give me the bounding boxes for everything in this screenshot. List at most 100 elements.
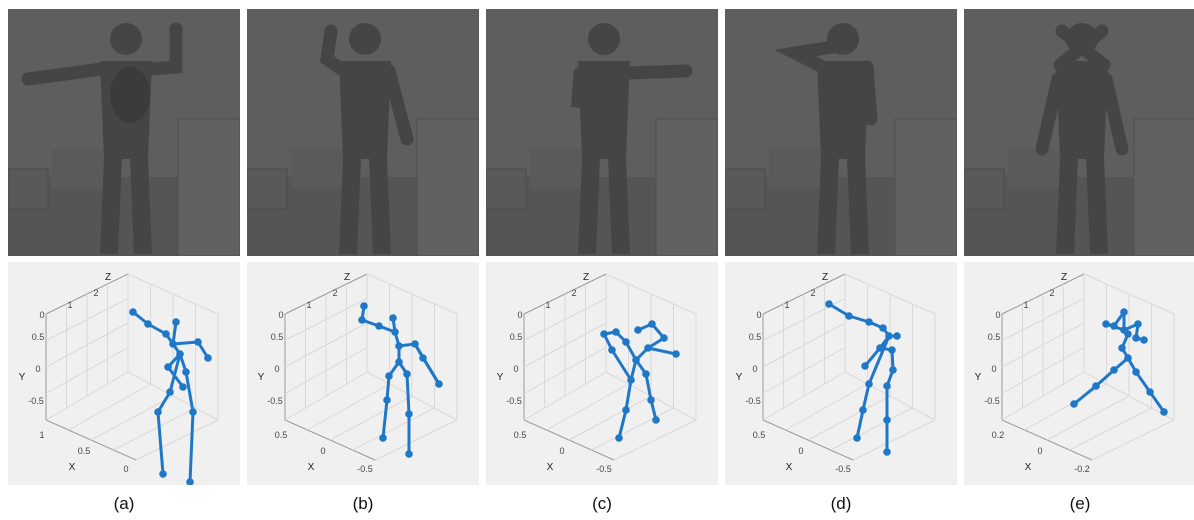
z-tick-label: 0 xyxy=(39,310,44,320)
skeleton-joint xyxy=(608,346,616,354)
y-tick-label: -0.5 xyxy=(267,396,283,406)
y-tick-label: -0.5 xyxy=(506,396,522,406)
skeleton-joint xyxy=(375,322,383,330)
skeleton-joint xyxy=(879,324,887,332)
panel-caption: (d) xyxy=(830,494,852,513)
depth-image xyxy=(964,9,1194,256)
skeleton-joint xyxy=(385,372,393,380)
skeleton-joint xyxy=(627,376,635,384)
z-tick-label: 2 xyxy=(571,288,576,298)
x-tick-label: -0.5 xyxy=(596,464,612,474)
skeleton-joint xyxy=(634,326,642,334)
skeleton-joint xyxy=(164,363,172,371)
z-tick-label: 0 xyxy=(995,310,1000,320)
x-tick-label: 0 xyxy=(320,446,325,456)
skeleton-joint xyxy=(1120,308,1128,316)
skeleton-joint xyxy=(194,338,202,346)
z-axis-label: Z xyxy=(1061,272,1067,283)
skeleton-bone xyxy=(156,390,172,414)
skeleton-joint xyxy=(1134,320,1142,328)
skeleton-joint xyxy=(1160,408,1168,416)
x-tick-label: -0.5 xyxy=(835,464,851,474)
y-tick-label: 0 xyxy=(752,364,757,374)
skeleton-joint xyxy=(1146,388,1154,396)
skeleton-joint xyxy=(1110,322,1118,330)
panel-caption: (b) xyxy=(352,494,374,513)
skeleton-bone xyxy=(381,398,389,440)
skeleton-bone xyxy=(827,302,851,318)
skeleton-joint xyxy=(865,380,873,388)
panel-caption: (a) xyxy=(113,494,135,513)
skeleton-joint xyxy=(1124,354,1132,362)
x-axis-label: X xyxy=(1025,462,1032,473)
skeleton-joint xyxy=(876,344,884,352)
x-tick-label: 0.2 xyxy=(992,430,1005,440)
skeleton-bone xyxy=(188,410,195,484)
skeleton-plot: 2 1 0 0.5 0 -0.5 0.5 0 -0.5 Z Y X xyxy=(725,262,957,485)
skeleton-joint xyxy=(403,370,411,378)
skeleton-bone xyxy=(1094,368,1116,388)
skeleton-joint xyxy=(1102,320,1110,328)
skeleton-joint xyxy=(647,396,655,404)
y-tick-label: 0 xyxy=(35,364,40,374)
skeleton-bone xyxy=(861,382,871,412)
z-tick-label: 0 xyxy=(278,310,283,320)
skeleton-joint xyxy=(622,338,630,346)
skeleton-joint xyxy=(845,312,853,320)
skeleton-bone xyxy=(1148,390,1166,414)
z-tick-label: 0 xyxy=(756,310,761,320)
y-axis-label: Y xyxy=(975,372,982,383)
y-tick-label: -0.5 xyxy=(984,396,1000,406)
skeleton-bone xyxy=(644,372,653,402)
x-tick-label: 0 xyxy=(798,446,803,456)
skeleton-joint xyxy=(889,366,897,374)
skeleton-joint xyxy=(859,406,867,414)
x-tick-label: 0 xyxy=(1037,446,1042,456)
x-tick-label: 0.5 xyxy=(275,430,288,440)
x-axis-label: X xyxy=(786,462,793,473)
skeleton-joint xyxy=(395,358,403,366)
skeleton-bone xyxy=(184,370,195,414)
skeleton-joint xyxy=(642,370,650,378)
skeleton-joint xyxy=(853,434,861,442)
x-tick-label: 0.5 xyxy=(78,446,91,456)
skeleton-joint xyxy=(411,340,419,348)
skeleton-joint xyxy=(1140,336,1148,344)
z-tick-label: 2 xyxy=(93,288,98,298)
skeleton-joint xyxy=(600,330,608,338)
skeleton-joint xyxy=(383,396,391,404)
skeleton-bone xyxy=(405,372,411,416)
skeleton-joint xyxy=(885,332,893,340)
x-tick-label: 0 xyxy=(559,446,564,456)
skeleton-bone xyxy=(166,365,185,389)
x-axis-label: X xyxy=(69,462,76,473)
skeleton-plot: 2 1 0 0.5 0 -0.5 1 0.5 0 Z Y X xyxy=(8,262,240,485)
skeleton-plot: 2 1 0 0.5 0 -0.5 0.2 0 -0.2 Z Y X xyxy=(964,262,1194,485)
y-tick-label: 0 xyxy=(513,364,518,374)
y-tick-label: 0.5 xyxy=(271,332,284,342)
skeleton-bone xyxy=(855,408,865,440)
skeleton-bone xyxy=(413,342,441,386)
skeleton-joint xyxy=(883,382,891,390)
skeleton-joint xyxy=(144,320,152,328)
z-tick-label: 2 xyxy=(332,288,337,298)
skeleton-joint xyxy=(169,340,177,348)
skeleton-joint xyxy=(379,434,387,442)
y-tick-label: 0.5 xyxy=(749,332,762,342)
skeleton-bone xyxy=(168,352,182,394)
skeleton-joint xyxy=(883,416,891,424)
skeleton-bone xyxy=(646,346,678,356)
skeleton-joint xyxy=(1132,368,1140,376)
skeleton-joint xyxy=(615,434,623,442)
y-tick-label: -0.5 xyxy=(28,396,44,406)
x-axis-label: X xyxy=(547,462,554,473)
skeleton-joint xyxy=(1132,334,1140,342)
y-axis-label: Y xyxy=(19,372,26,383)
skeleton-joint xyxy=(1110,366,1118,374)
x-tick-label: 0.5 xyxy=(753,430,766,440)
skeleton-joint xyxy=(825,300,833,308)
x-tick-label: 1 xyxy=(39,430,44,440)
z-axis-label: Z xyxy=(822,272,828,283)
z-tick-label: 2 xyxy=(1049,288,1054,298)
skeleton-bone xyxy=(610,348,633,382)
